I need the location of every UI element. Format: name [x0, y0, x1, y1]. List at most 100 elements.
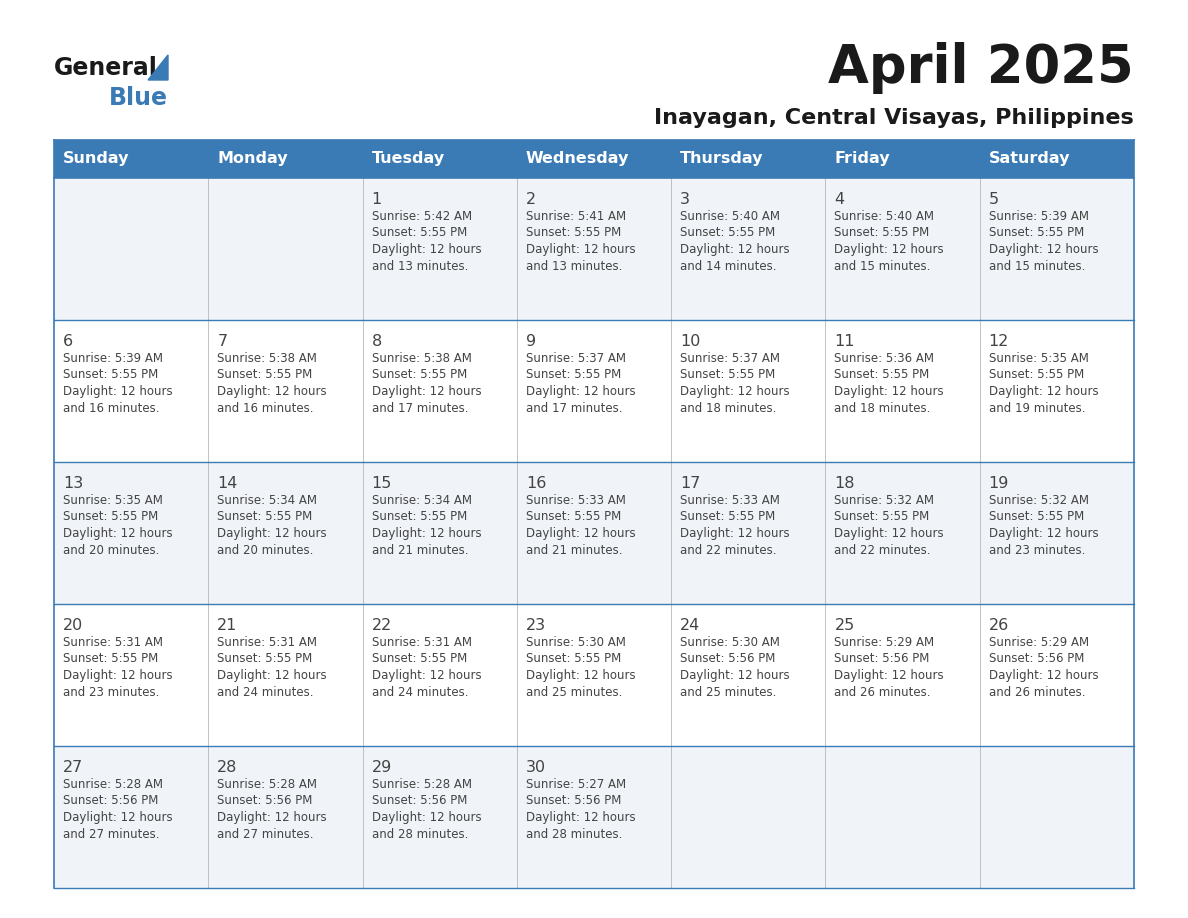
- Text: Sunset: 5:55 PM: Sunset: 5:55 PM: [372, 510, 467, 523]
- Text: Daylight: 12 hours: Daylight: 12 hours: [681, 385, 790, 398]
- Text: Sunset: 5:55 PM: Sunset: 5:55 PM: [834, 510, 930, 523]
- Text: Daylight: 12 hours: Daylight: 12 hours: [681, 669, 790, 682]
- Text: Sunrise: 5:29 AM: Sunrise: 5:29 AM: [988, 636, 1089, 649]
- Text: Sunrise: 5:28 AM: Sunrise: 5:28 AM: [217, 778, 317, 791]
- Text: 6: 6: [63, 334, 74, 349]
- Text: 22: 22: [372, 618, 392, 633]
- Text: Inayagan, Central Visayas, Philippines: Inayagan, Central Visayas, Philippines: [655, 108, 1135, 128]
- Text: April 2025: April 2025: [828, 42, 1135, 94]
- Text: Daylight: 12 hours: Daylight: 12 hours: [988, 385, 1099, 398]
- Text: Sunset: 5:55 PM: Sunset: 5:55 PM: [834, 368, 930, 382]
- Text: Daylight: 12 hours: Daylight: 12 hours: [217, 385, 327, 398]
- Text: Sunset: 5:55 PM: Sunset: 5:55 PM: [988, 510, 1083, 523]
- Text: and 16 minutes.: and 16 minutes.: [63, 401, 159, 415]
- Text: Daylight: 12 hours: Daylight: 12 hours: [526, 811, 636, 824]
- Text: Daylight: 12 hours: Daylight: 12 hours: [217, 811, 327, 824]
- Text: Sunset: 5:55 PM: Sunset: 5:55 PM: [526, 368, 621, 382]
- Text: Sunset: 5:56 PM: Sunset: 5:56 PM: [217, 794, 312, 808]
- Text: Sunrise: 5:28 AM: Sunrise: 5:28 AM: [63, 778, 163, 791]
- Text: Sunrise: 5:33 AM: Sunrise: 5:33 AM: [526, 494, 626, 507]
- Text: Sunset: 5:55 PM: Sunset: 5:55 PM: [988, 368, 1083, 382]
- Text: Daylight: 12 hours: Daylight: 12 hours: [988, 669, 1099, 682]
- Text: Daylight: 12 hours: Daylight: 12 hours: [526, 385, 636, 398]
- Text: and 17 minutes.: and 17 minutes.: [372, 401, 468, 415]
- Bar: [53, 604, 1135, 746]
- Text: and 15 minutes.: and 15 minutes.: [834, 260, 931, 273]
- Text: and 21 minutes.: and 21 minutes.: [526, 543, 623, 556]
- Text: and 14 minutes.: and 14 minutes.: [681, 260, 777, 273]
- Text: and 15 minutes.: and 15 minutes.: [988, 260, 1085, 273]
- Text: Sunset: 5:56 PM: Sunset: 5:56 PM: [372, 794, 467, 808]
- Text: Sunrise: 5:35 AM: Sunrise: 5:35 AM: [63, 494, 163, 507]
- Text: Sunrise: 5:40 AM: Sunrise: 5:40 AM: [834, 210, 935, 223]
- Text: Sunset: 5:55 PM: Sunset: 5:55 PM: [217, 653, 312, 666]
- Text: 4: 4: [834, 192, 845, 207]
- Text: Sunrise: 5:37 AM: Sunrise: 5:37 AM: [526, 352, 626, 365]
- Text: Sunrise: 5:27 AM: Sunrise: 5:27 AM: [526, 778, 626, 791]
- Text: and 19 minutes.: and 19 minutes.: [988, 401, 1085, 415]
- Text: and 17 minutes.: and 17 minutes.: [526, 401, 623, 415]
- Text: Sunset: 5:55 PM: Sunset: 5:55 PM: [526, 653, 621, 666]
- Text: Daylight: 12 hours: Daylight: 12 hours: [372, 385, 481, 398]
- Text: Sunrise: 5:36 AM: Sunrise: 5:36 AM: [834, 352, 935, 365]
- Text: Sunset: 5:55 PM: Sunset: 5:55 PM: [526, 227, 621, 240]
- Text: Sunrise: 5:32 AM: Sunrise: 5:32 AM: [834, 494, 935, 507]
- Text: Daylight: 12 hours: Daylight: 12 hours: [681, 527, 790, 540]
- Text: Sunrise: 5:31 AM: Sunrise: 5:31 AM: [217, 636, 317, 649]
- Text: 18: 18: [834, 476, 855, 491]
- Text: 24: 24: [681, 618, 701, 633]
- Text: Daylight: 12 hours: Daylight: 12 hours: [988, 243, 1099, 256]
- Text: Sunset: 5:55 PM: Sunset: 5:55 PM: [681, 368, 776, 382]
- Text: Sunrise: 5:34 AM: Sunrise: 5:34 AM: [372, 494, 472, 507]
- Text: Sunrise: 5:38 AM: Sunrise: 5:38 AM: [372, 352, 472, 365]
- Text: and 13 minutes.: and 13 minutes.: [526, 260, 623, 273]
- Text: Daylight: 12 hours: Daylight: 12 hours: [526, 243, 636, 256]
- Text: and 28 minutes.: and 28 minutes.: [372, 827, 468, 841]
- Text: and 28 minutes.: and 28 minutes.: [526, 827, 623, 841]
- Text: and 27 minutes.: and 27 minutes.: [217, 827, 314, 841]
- Text: Sunset: 5:55 PM: Sunset: 5:55 PM: [63, 510, 158, 523]
- Text: 28: 28: [217, 760, 238, 775]
- Text: Sunrise: 5:38 AM: Sunrise: 5:38 AM: [217, 352, 317, 365]
- Text: Sunrise: 5:39 AM: Sunrise: 5:39 AM: [63, 352, 163, 365]
- Text: Daylight: 12 hours: Daylight: 12 hours: [834, 527, 944, 540]
- Text: Thursday: Thursday: [681, 151, 764, 166]
- Text: Sunrise: 5:32 AM: Sunrise: 5:32 AM: [988, 494, 1088, 507]
- Text: 2: 2: [526, 192, 536, 207]
- Text: Sunset: 5:55 PM: Sunset: 5:55 PM: [217, 368, 312, 382]
- Text: Daylight: 12 hours: Daylight: 12 hours: [372, 527, 481, 540]
- Text: and 25 minutes.: and 25 minutes.: [526, 686, 623, 699]
- Text: Sunrise: 5:31 AM: Sunrise: 5:31 AM: [63, 636, 163, 649]
- Text: Daylight: 12 hours: Daylight: 12 hours: [834, 669, 944, 682]
- Text: Sunset: 5:56 PM: Sunset: 5:56 PM: [834, 653, 930, 666]
- Text: 26: 26: [988, 618, 1009, 633]
- Text: and 27 minutes.: and 27 minutes.: [63, 827, 159, 841]
- Text: 25: 25: [834, 618, 854, 633]
- Text: and 18 minutes.: and 18 minutes.: [834, 401, 931, 415]
- Text: Sunrise: 5:31 AM: Sunrise: 5:31 AM: [372, 636, 472, 649]
- Text: Sunset: 5:55 PM: Sunset: 5:55 PM: [372, 653, 467, 666]
- Text: 30: 30: [526, 760, 546, 775]
- Text: Friday: Friday: [834, 151, 890, 166]
- Text: Daylight: 12 hours: Daylight: 12 hours: [526, 669, 636, 682]
- Text: Sunrise: 5:39 AM: Sunrise: 5:39 AM: [988, 210, 1088, 223]
- Text: 8: 8: [372, 334, 381, 349]
- Text: 23: 23: [526, 618, 546, 633]
- Text: Daylight: 12 hours: Daylight: 12 hours: [834, 243, 944, 256]
- Text: Sunrise: 5:28 AM: Sunrise: 5:28 AM: [372, 778, 472, 791]
- Text: Daylight: 12 hours: Daylight: 12 hours: [834, 385, 944, 398]
- Text: Sunset: 5:56 PM: Sunset: 5:56 PM: [63, 794, 158, 808]
- Text: and 25 minutes.: and 25 minutes.: [681, 686, 777, 699]
- Text: Sunrise: 5:30 AM: Sunrise: 5:30 AM: [681, 636, 781, 649]
- Text: Sunset: 5:56 PM: Sunset: 5:56 PM: [681, 653, 776, 666]
- Text: Sunrise: 5:29 AM: Sunrise: 5:29 AM: [834, 636, 935, 649]
- Text: Sunrise: 5:40 AM: Sunrise: 5:40 AM: [681, 210, 781, 223]
- Text: 5: 5: [988, 192, 999, 207]
- Polygon shape: [148, 55, 168, 80]
- Text: and 18 minutes.: and 18 minutes.: [681, 401, 777, 415]
- Text: Blue: Blue: [109, 86, 168, 110]
- Text: and 20 minutes.: and 20 minutes.: [217, 543, 314, 556]
- Text: Sunset: 5:56 PM: Sunset: 5:56 PM: [526, 794, 621, 808]
- Text: Sunset: 5:55 PM: Sunset: 5:55 PM: [526, 510, 621, 523]
- Text: 29: 29: [372, 760, 392, 775]
